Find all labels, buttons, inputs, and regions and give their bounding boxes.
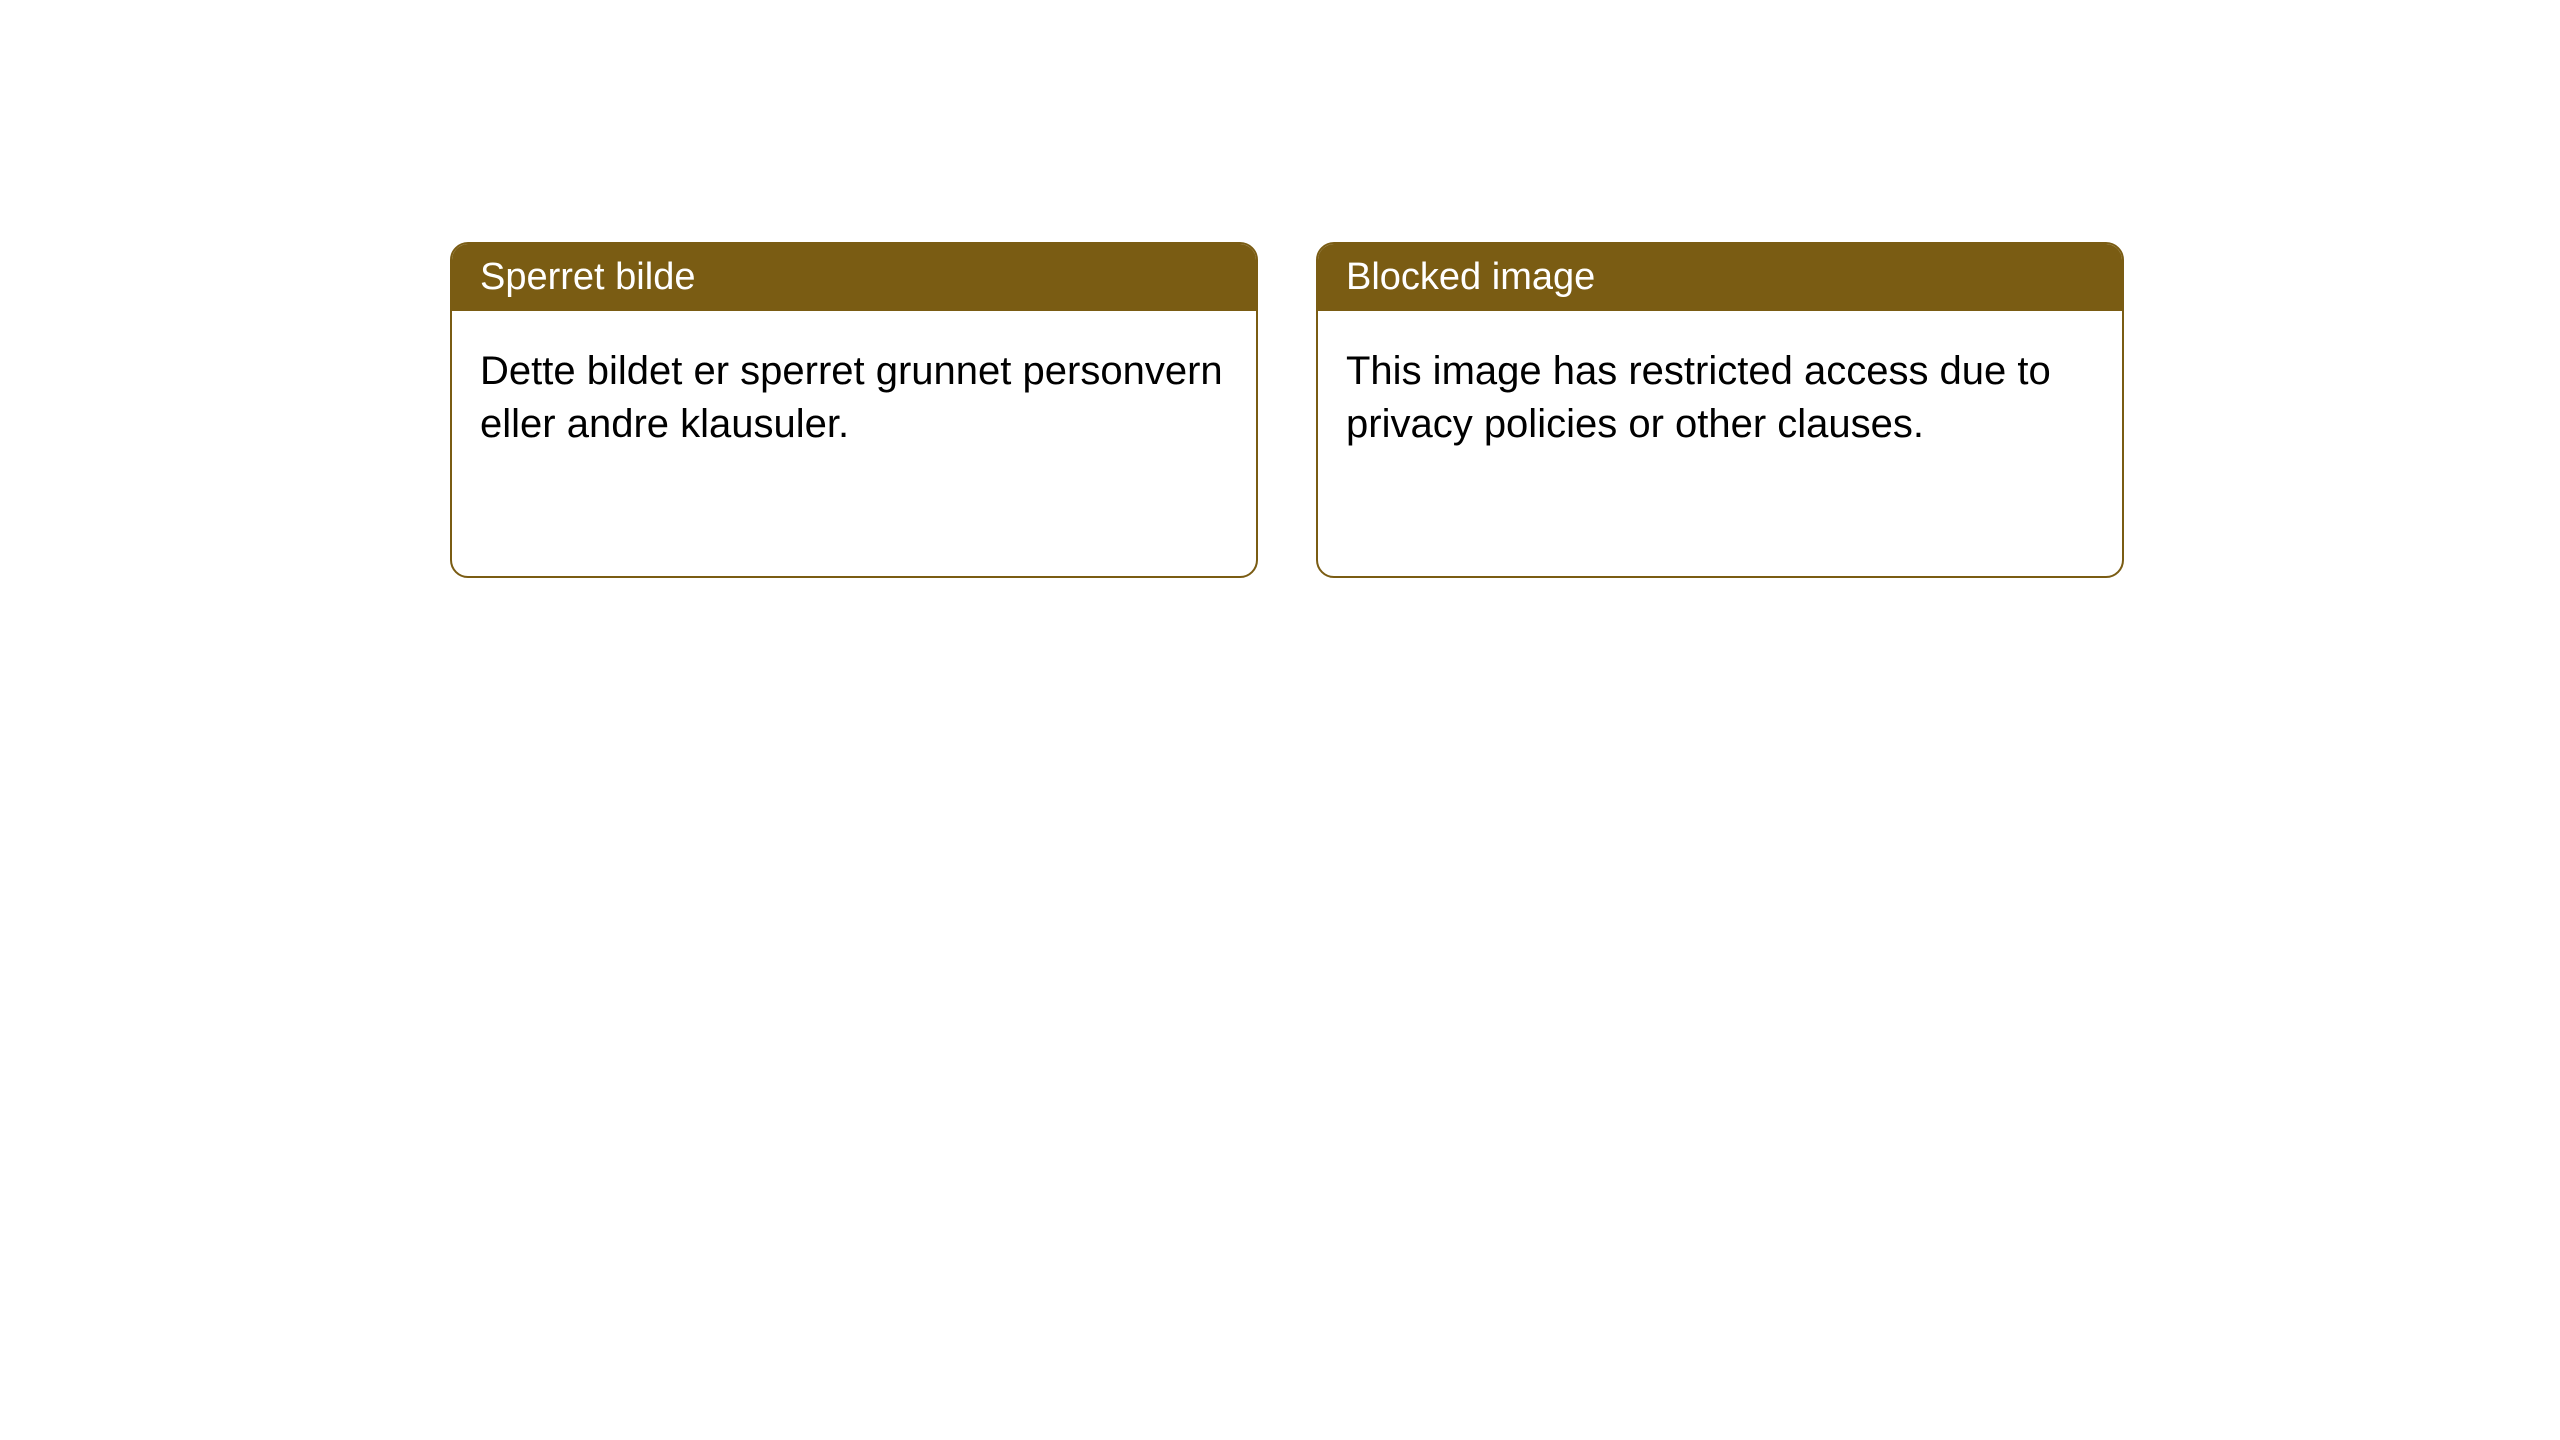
- blocked-image-card-norwegian: Sperret bilde Dette bildet er sperret gr…: [450, 242, 1258, 578]
- card-title: Blocked image: [1346, 256, 1595, 298]
- blocked-image-card-english: Blocked image This image has restricted …: [1316, 242, 2124, 578]
- card-body-text: This image has restricted access due to …: [1346, 349, 2051, 446]
- card-header: Blocked image: [1318, 244, 2122, 311]
- card-header: Sperret bilde: [452, 244, 1256, 311]
- card-title: Sperret bilde: [480, 256, 695, 298]
- notice-cards-container: Sperret bilde Dette bildet er sperret gr…: [0, 0, 2560, 578]
- card-body-text: Dette bildet er sperret grunnet personve…: [480, 349, 1223, 446]
- card-body: This image has restricted access due to …: [1318, 311, 2122, 485]
- card-body: Dette bildet er sperret grunnet personve…: [452, 311, 1256, 485]
